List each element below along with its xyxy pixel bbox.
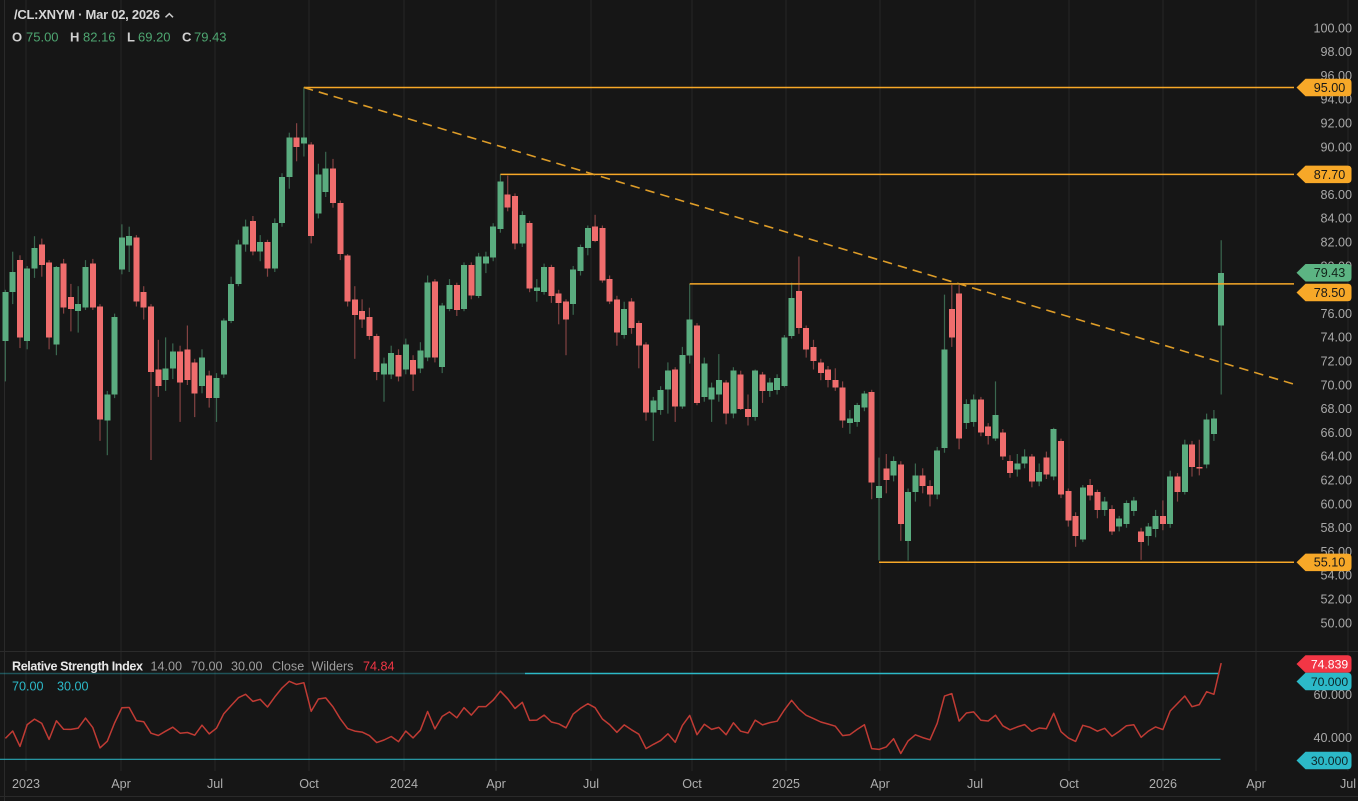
svg-text:70.00: 70.00 [12,680,44,694]
svg-text:86.00: 86.00 [1320,188,1352,202]
svg-text:90.00: 90.00 [1320,140,1352,154]
svg-text:62.00: 62.00 [1320,474,1352,488]
svg-text:74.00: 74.00 [1320,331,1352,345]
svg-text:Oct: Oct [1059,777,1079,791]
svg-text:14.00: 14.00 [151,660,183,674]
svg-text:84.00: 84.00 [1320,212,1352,226]
svg-text:69.20: 69.20 [138,30,171,45]
svg-text:L: L [127,30,135,45]
svg-text:98.00: 98.00 [1320,45,1352,59]
svg-text:30.00: 30.00 [231,660,263,674]
svg-text:30.00: 30.00 [57,680,89,694]
svg-text:C: C [182,30,192,45]
svg-text:52.00: 52.00 [1320,593,1352,607]
svg-text:60.000: 60.000 [1313,688,1352,702]
svg-text:95.00: 95.00 [1314,81,1346,95]
svg-text:Close: Close [272,660,304,674]
svg-text:68.00: 68.00 [1320,402,1352,416]
svg-text:Apr: Apr [1246,777,1266,791]
svg-text:66.00: 66.00 [1320,426,1352,440]
svg-text:74.839: 74.839 [1311,657,1348,671]
svg-text:2026: 2026 [1149,777,1177,791]
svg-text:Jul: Jul [583,777,599,791]
svg-text:Relative Strength Index: Relative Strength Index [12,660,143,674]
svg-text:60.00: 60.00 [1320,497,1352,511]
svg-text:Jul: Jul [207,777,223,791]
svg-text:74.84: 74.84 [363,660,395,674]
svg-text:92.00: 92.00 [1320,117,1352,131]
svg-text:72.00: 72.00 [1320,355,1352,369]
svg-text:82.00: 82.00 [1320,236,1352,250]
svg-text:40.000: 40.000 [1313,731,1352,745]
svg-text:50.00: 50.00 [1320,616,1352,630]
svg-text:Apr: Apr [870,777,890,791]
svg-text:70.00: 70.00 [1320,378,1352,392]
svg-text:79.43: 79.43 [1314,266,1346,280]
svg-text:55.10: 55.10 [1314,556,1346,570]
svg-text:2025: 2025 [772,777,800,791]
svg-text:75.00: 75.00 [26,30,59,45]
svg-text:70.00: 70.00 [191,660,223,674]
svg-text:2023: 2023 [12,777,40,791]
svg-text:79.43: 79.43 [194,30,227,45]
svg-text:70.000: 70.000 [1311,675,1348,689]
svg-text:Apr: Apr [486,777,506,791]
svg-text:64.00: 64.00 [1320,450,1352,464]
svg-text:/CL:XNYM · Mar 02, 2026: /CL:XNYM · Mar 02, 2026 [14,7,160,22]
svg-text:2024: 2024 [390,777,418,791]
svg-text:H: H [70,30,79,45]
svg-text:Apr: Apr [111,777,131,791]
svg-text:Oct: Oct [682,777,702,791]
svg-text:O: O [12,30,22,45]
svg-text:Jul: Jul [967,777,983,791]
svg-text:78.50: 78.50 [1314,286,1346,300]
svg-text:30.000: 30.000 [1311,754,1348,768]
svg-text:Oct: Oct [299,777,319,791]
svg-text:87.70: 87.70 [1314,168,1346,182]
svg-text:Jul: Jul [1340,777,1356,791]
svg-text:82.16: 82.16 [83,30,116,45]
svg-text:54.00: 54.00 [1320,569,1352,583]
svg-text:58.00: 58.00 [1320,521,1352,535]
svg-text:76.00: 76.00 [1320,307,1352,321]
svg-text:Wilders: Wilders [312,660,354,674]
svg-text:100.00: 100.00 [1313,21,1352,35]
